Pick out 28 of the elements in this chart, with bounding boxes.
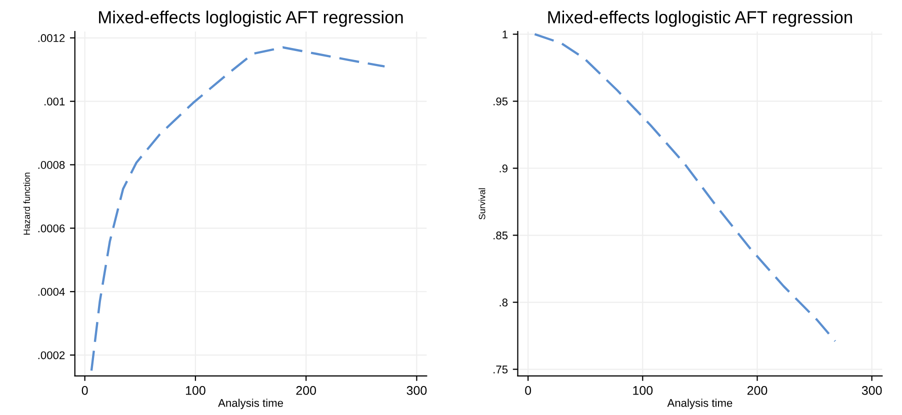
y-axis-title: Survival [478, 188, 486, 220]
x-tick-label: 300 [406, 386, 427, 395]
x-axis-title: Analysis time [218, 398, 283, 410]
y-tick-label: .95 [494, 98, 508, 106]
x-tick-label: 0 [82, 386, 88, 395]
y-axis-title: Hazard function [23, 172, 30, 235]
y-tick-label: .8 [500, 298, 508, 306]
x-tick-label: 0 [525, 386, 532, 395]
chart-title: Mixed-effects loglogistic AFT regression [548, 10, 852, 27]
y-tick-label: .0004 [38, 288, 65, 296]
y-tick-label: .0006 [38, 224, 65, 232]
x-tick-label: 100 [633, 386, 653, 395]
y-tick-label: .001 [44, 98, 65, 106]
x-tick-label: 100 [186, 386, 206, 395]
x-tick-label: 200 [747, 386, 768, 395]
line-series [90, 46, 386, 372]
y-tick-label: .0012 [38, 34, 65, 42]
y-tick-label: .0008 [38, 161, 65, 169]
y-tick-label: .85 [494, 232, 508, 240]
y-tick-label: 1 [502, 30, 508, 38]
y-tick-label: .75 [494, 366, 508, 374]
x-tick-label: 300 [862, 386, 882, 395]
x-tick-label: 200 [296, 386, 316, 395]
x-axis-title: Analysis time [667, 398, 732, 410]
y-tick-label: .0002 [38, 351, 65, 360]
chart-title: Mixed-effects loglogistic AFT regression [99, 10, 403, 27]
y-tick-label: .9 [500, 164, 508, 172]
line-series [534, 33, 836, 342]
